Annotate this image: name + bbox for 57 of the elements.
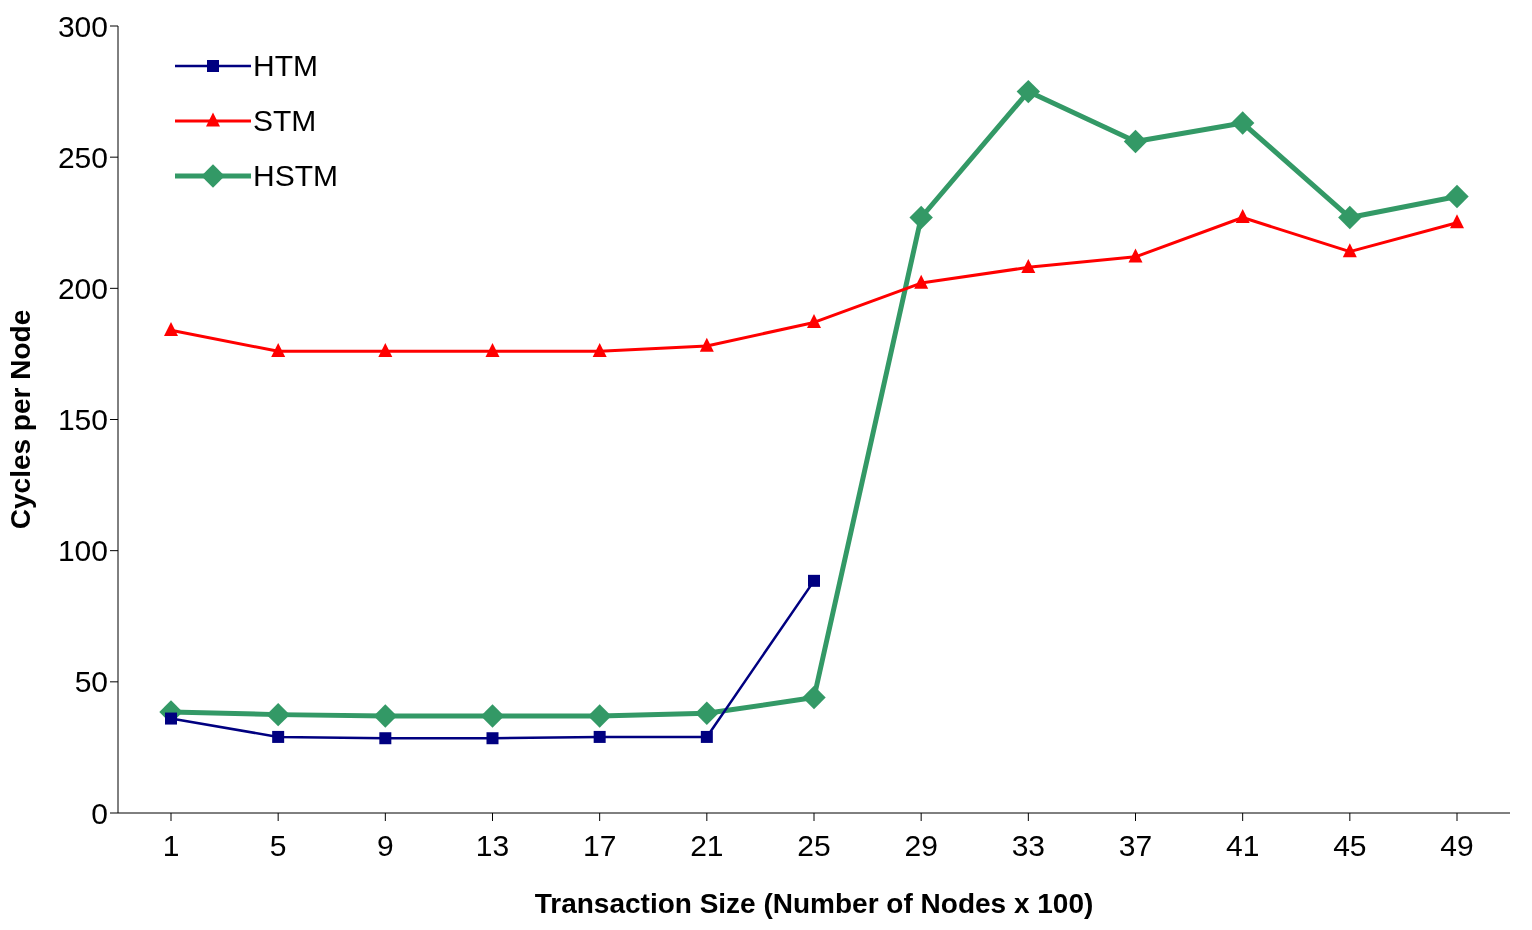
point — [1450, 214, 1464, 229]
x-tick-label: 25 — [797, 829, 831, 863]
point — [1016, 79, 1041, 104]
x-tick-label: 29 — [904, 829, 938, 863]
point — [802, 685, 826, 710]
point — [1230, 111, 1255, 135]
point — [587, 704, 612, 728]
y-tick-label: 250 — [57, 140, 108, 174]
point — [164, 321, 178, 336]
x-tick-label: 17 — [582, 829, 617, 863]
point — [378, 342, 393, 357]
point — [592, 342, 607, 357]
y-axis-title: Cycles per Node — [4, 309, 36, 530]
point — [266, 702, 290, 727]
point — [1235, 209, 1250, 224]
y-tick-label: 150 — [57, 403, 108, 437]
x-tick-label: 1 — [162, 829, 180, 863]
point — [1342, 243, 1357, 258]
point — [480, 704, 505, 728]
point — [379, 732, 392, 745]
y-tick-label: 50 — [74, 665, 108, 699]
point — [700, 730, 713, 743]
y-tick-label: 300 — [57, 9, 108, 43]
point — [485, 342, 500, 357]
point — [1123, 129, 1148, 154]
x-tick-label: 41 — [1225, 829, 1260, 863]
x-tick-label: 33 — [1011, 829, 1046, 863]
point — [271, 342, 286, 357]
x-tick-label: 37 — [1118, 829, 1153, 863]
point — [1338, 205, 1362, 230]
legend-label: HTM — [253, 48, 318, 83]
point — [807, 314, 821, 329]
y-tick-label: 0 — [91, 796, 108, 830]
point — [695, 701, 719, 726]
x-tick-label: 5 — [269, 829, 287, 863]
x-tick-label: 9 — [376, 829, 394, 863]
x-axis-title: Transaction Size (Number of Nodes x 100) — [534, 888, 1094, 919]
legend-label: STM — [253, 103, 317, 138]
point — [486, 732, 499, 745]
point — [373, 704, 398, 728]
point — [165, 712, 177, 725]
point — [1128, 248, 1143, 263]
point — [1445, 184, 1469, 209]
x-tick-label: 45 — [1333, 829, 1367, 863]
point — [808, 574, 820, 587]
x-tick-label: 49 — [1440, 829, 1474, 863]
point — [914, 274, 929, 289]
point — [272, 730, 285, 743]
x-tick-label: 13 — [475, 829, 510, 863]
legend-label: HSTM — [253, 158, 338, 193]
y-tick-label: 100 — [57, 534, 108, 568]
x-tick-label: 21 — [690, 829, 724, 863]
y-tick-label: 200 — [57, 271, 108, 305]
point — [699, 337, 714, 352]
point — [1021, 258, 1036, 273]
point — [909, 205, 933, 230]
point — [593, 730, 606, 743]
